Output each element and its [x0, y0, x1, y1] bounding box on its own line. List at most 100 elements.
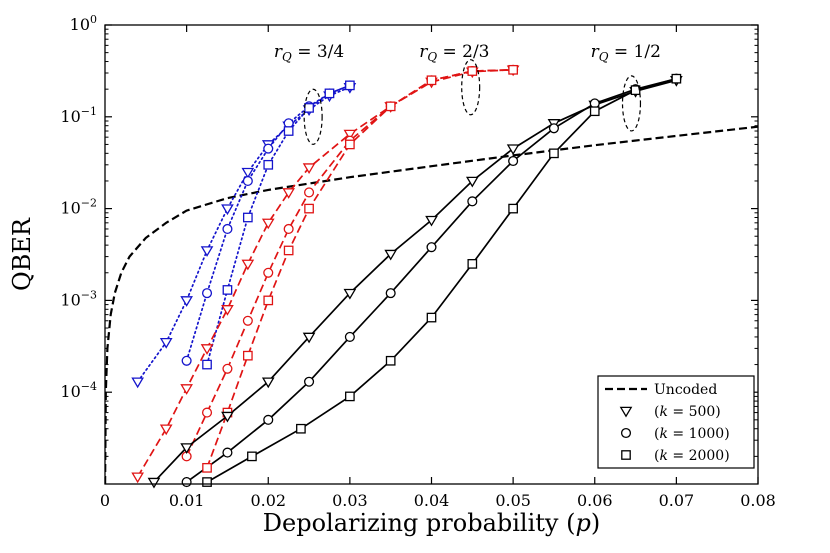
rate-label-1: rQ = 2/3 — [419, 42, 489, 64]
marker-rq23-k500 — [159, 424, 173, 436]
y-tick-label: 100 — [70, 13, 97, 34]
marker-rq12-k1000 — [426, 242, 437, 253]
marker-rq34-k2000 — [283, 126, 294, 136]
marker-rq34-k2000 — [263, 159, 274, 170]
y-tick-label: 10−2 — [60, 197, 97, 218]
marker-rq23-k500 — [241, 259, 255, 271]
legend-label-1: (k = 500) — [654, 404, 721, 420]
marker-rq12-k2000 — [345, 391, 355, 402]
marker-rq12-k2000 — [508, 203, 518, 214]
marker-rq12-k2000 — [296, 423, 306, 434]
legend-marker-triangle-down — [619, 406, 633, 418]
series-line-rq23-k1000 — [185, 68, 514, 457]
x-tick-label: 0.06 — [577, 491, 613, 510]
x-tick-label: 0 — [100, 491, 110, 510]
marker-rq12-k500 — [506, 144, 520, 156]
y-axis-label: QBER — [8, 217, 36, 291]
marker-rq12-k500 — [261, 377, 275, 389]
marker-rq34-k500 — [241, 167, 255, 179]
marker-rq12-k2000 — [589, 106, 600, 117]
marker-rq12-k500 — [465, 176, 479, 188]
x-tick-label: 0.03 — [332, 491, 368, 510]
marker-rq34-k2000 — [202, 359, 212, 370]
marker-rq34-k1000 — [263, 143, 274, 154]
marker-rq34-k2000 — [345, 80, 355, 91]
marker-rq12-k2000 — [202, 477, 212, 487]
marker-rq23-k2000 — [508, 64, 518, 75]
marker-rq23-k1000 — [242, 315, 253, 326]
x-tick-label: 0.04 — [414, 491, 450, 510]
x-tick-label: 0.07 — [659, 491, 695, 510]
series-line-uncoded — [105, 125, 758, 484]
marker-rq34-k2000 — [324, 88, 335, 99]
marker-rq23-k2000 — [283, 245, 294, 256]
marker-rq12-k1000 — [508, 155, 519, 167]
cluster-ellipse-1 — [461, 59, 481, 116]
marker-rq12-k500 — [384, 249, 398, 261]
marker-rq12-k500 — [302, 332, 316, 344]
plot-box — [104, 24, 759, 485]
marker-rq12-k2000 — [426, 312, 437, 323]
marker-rq23-k2000 — [263, 295, 274, 306]
marker-rq12-k1000 — [304, 376, 315, 387]
legend-label-2: (k = 1000) — [654, 426, 730, 442]
series-line-rq12-k2000 — [206, 77, 677, 483]
legend-marker-square — [621, 450, 631, 460]
marker-rq12-k2000 — [549, 148, 559, 159]
marker-rq34-k1000 — [181, 355, 192, 366]
marker-rq34-k500 — [159, 338, 173, 349]
marker-rq12-k1000 — [548, 123, 559, 134]
marker-rq23-k2000 — [345, 139, 355, 150]
x-tick-label: 0.02 — [250, 491, 286, 510]
legend-label-3: (k = 2000) — [654, 448, 730, 464]
marker-rq23-k500 — [261, 218, 275, 230]
marker-rq12-k1000 — [385, 288, 396, 299]
marker-rq12-k1000 — [222, 447, 233, 458]
marker-rq23-k2000 — [304, 203, 314, 214]
marker-rq23-k500 — [200, 344, 214, 355]
marker-rq23-k2000 — [467, 66, 478, 76]
marker-rq12-k500 — [147, 477, 161, 489]
x-axis-label: Depolarizing probability (p) — [263, 509, 600, 537]
marker-rq12-k500 — [180, 443, 193, 454]
rate-label-2: rQ = 1/2 — [591, 42, 661, 64]
marker-rq34-k500 — [200, 246, 214, 257]
marker-rq23-k2000 — [202, 462, 212, 473]
markers-layer — [131, 64, 683, 489]
cluster-ellipse-2 — [621, 75, 642, 132]
marker-rq23-k500 — [302, 163, 316, 175]
marker-rq23-k1000 — [201, 407, 213, 418]
marker-rq34-k1000 — [201, 288, 213, 299]
y-tick-label: 10−3 — [60, 288, 97, 309]
marker-rq12-k2000 — [247, 451, 257, 462]
marker-rq12-k1000 — [263, 414, 274, 425]
marker-rq12-k1000 — [344, 331, 355, 342]
marker-rq23-k1000 — [222, 363, 233, 374]
marker-rq34-k500 — [131, 377, 144, 389]
marker-rq12-k500 — [425, 215, 438, 227]
x-tick-label: 0.05 — [495, 491, 531, 510]
x-tick-label: 0.01 — [169, 491, 205, 510]
marker-rq12-k2000 — [385, 355, 396, 366]
series-line-rq34-k1000 — [185, 84, 351, 362]
marker-rq12-k500 — [221, 411, 234, 423]
marker-rq34-k2000 — [304, 103, 314, 113]
marker-rq34-k500 — [180, 296, 193, 307]
marker-rq34-k1000 — [222, 223, 233, 235]
marker-rq34-k500 — [221, 204, 234, 216]
legend: Uncoded (k = 500) (k = 1000) (k = 2000) — [597, 375, 755, 469]
marker-rq12-k2000 — [467, 259, 478, 269]
marker-rq34-k2000 — [222, 285, 233, 295]
marker-rq23-k1000 — [263, 267, 274, 278]
y-tick-label: 10−1 — [60, 105, 97, 126]
rate-label-0: rQ = 3/4 — [274, 42, 344, 64]
series-line-rq23-k500 — [136, 68, 514, 478]
marker-rq23-k500 — [343, 129, 357, 141]
marker-rq23-k500 — [180, 384, 193, 395]
marker-rq12-k2000 — [671, 73, 682, 84]
marker-rq23-k2000 — [242, 350, 253, 361]
marker-rq23-k1000 — [283, 223, 294, 235]
y-tick-label: 10−4 — [60, 380, 97, 401]
